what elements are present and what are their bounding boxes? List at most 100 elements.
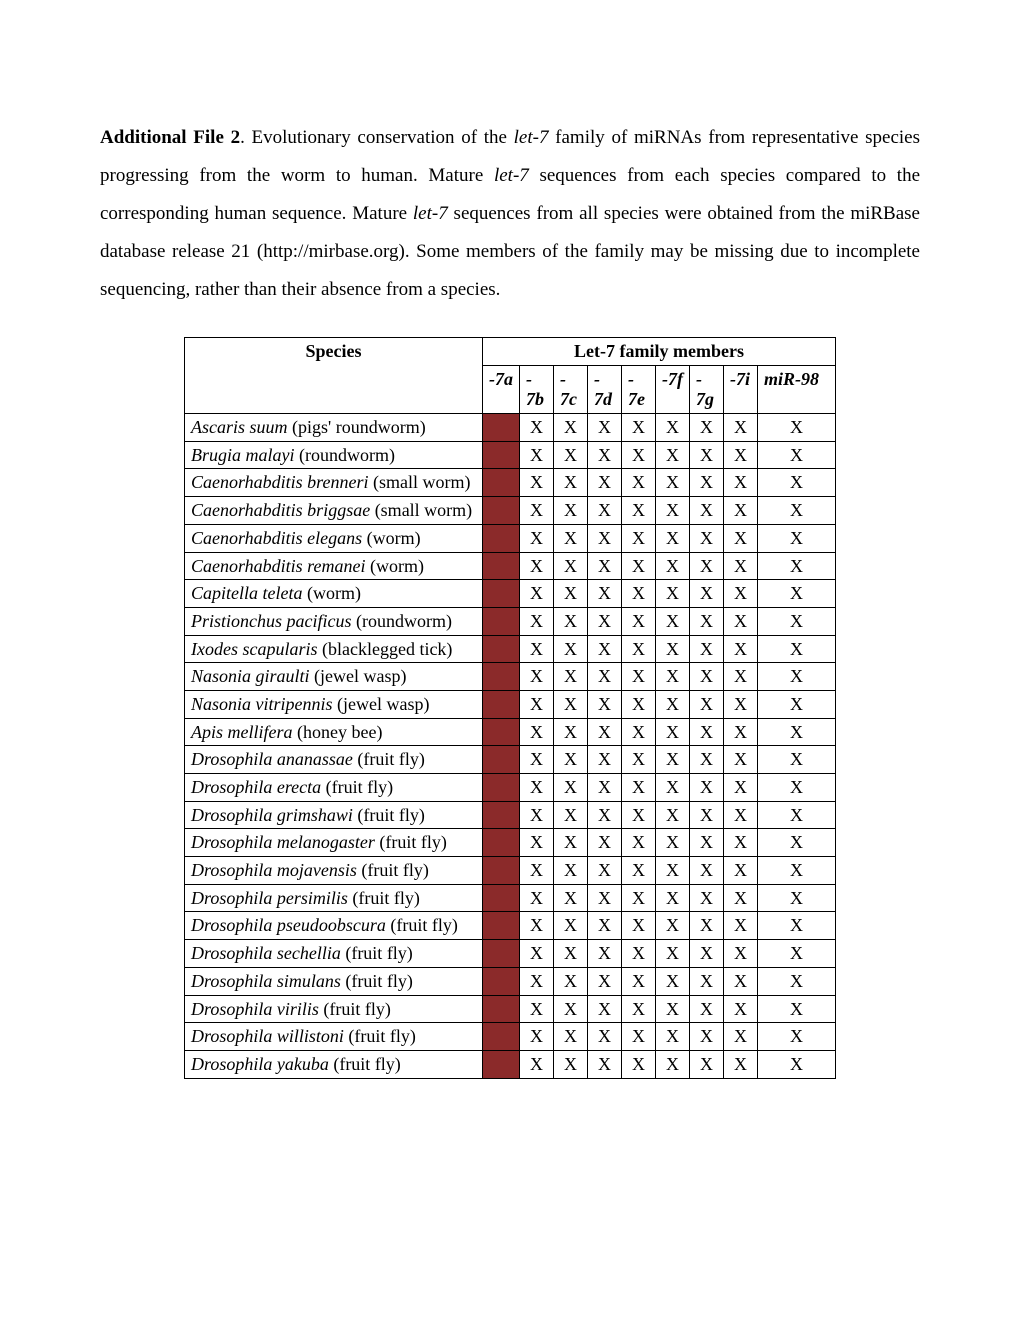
species-scientific: Drosophila sechellia xyxy=(191,943,341,963)
presence-cell-x: X xyxy=(520,884,554,912)
presence-cell-filled xyxy=(483,1050,520,1078)
family-header-ital: Let-7 xyxy=(574,341,615,361)
presence-cell-x: X xyxy=(622,1050,656,1078)
species-cell: Capitella teleta (worm) xyxy=(185,580,483,608)
presence-cell-x: X xyxy=(724,801,758,829)
presence-cell-x: X xyxy=(656,774,690,802)
presence-cell-x: X xyxy=(758,635,836,663)
species-scientific: Drosophila willistoni xyxy=(191,1026,344,1046)
presence-cell-filled xyxy=(483,884,520,912)
species-scientific: Drosophila mojavensis xyxy=(191,860,357,880)
species-scientific: Drosophila ananassae xyxy=(191,749,353,769)
presence-cell-x: X xyxy=(622,635,656,663)
species-scientific: Brugia malayi xyxy=(191,445,295,465)
species-cell: Ixodes scapularis (blacklegged tick) xyxy=(185,635,483,663)
presence-cell-x: X xyxy=(622,441,656,469)
presence-cell-x: X xyxy=(622,967,656,995)
species-scientific: Nasonia giraulti xyxy=(191,666,310,686)
presence-cell-filled xyxy=(483,940,520,968)
presence-cell-x: X xyxy=(724,774,758,802)
presence-cell-x: X xyxy=(758,774,836,802)
species-scientific: Capitella teleta xyxy=(191,583,302,603)
presence-cell-x: X xyxy=(690,663,724,691)
col-head-2: -7c xyxy=(554,365,588,413)
presence-cell-x: X xyxy=(520,552,554,580)
species-cell: Drosophila sechellia (fruit fly) xyxy=(185,940,483,968)
table-row: Drosophila melanogaster (fruit fly)XXXXX… xyxy=(185,829,836,857)
presence-cell-x: X xyxy=(520,441,554,469)
presence-cell-x: X xyxy=(622,580,656,608)
presence-cell-x: X xyxy=(554,746,588,774)
species-common: (worm) xyxy=(362,528,420,548)
presence-cell-x: X xyxy=(554,1050,588,1078)
presence-cell-x: X xyxy=(622,912,656,940)
presence-cell-x: X xyxy=(656,801,690,829)
presence-cell-x: X xyxy=(656,580,690,608)
presence-cell-x: X xyxy=(724,829,758,857)
presence-cell-x: X xyxy=(690,884,724,912)
presence-cell-x: X xyxy=(724,663,758,691)
presence-cell-filled xyxy=(483,580,520,608)
species-scientific: Nasonia vitripennis xyxy=(191,694,333,714)
presence-cell-x: X xyxy=(690,497,724,525)
presence-cell-x: X xyxy=(520,1023,554,1051)
presence-cell-x: X xyxy=(656,940,690,968)
presence-cell-x: X xyxy=(690,967,724,995)
presence-cell-x: X xyxy=(690,524,724,552)
presence-cell-x: X xyxy=(622,995,656,1023)
presence-cell-x: X xyxy=(724,469,758,497)
presence-cell-x: X xyxy=(690,801,724,829)
presence-cell-x: X xyxy=(554,940,588,968)
presence-cell-x: X xyxy=(520,912,554,940)
presence-cell-x: X xyxy=(554,857,588,885)
presence-cell-x: X xyxy=(758,552,836,580)
presence-cell-x: X xyxy=(690,1050,724,1078)
table-row: Drosophila ananassae (fruit fly)XXXXXXXX xyxy=(185,746,836,774)
species-scientific: Drosophila grimshawi xyxy=(191,805,353,825)
species-common: (jewel wasp) xyxy=(310,666,407,686)
presence-cell-filled xyxy=(483,857,520,885)
intro-paragraph: Additional File 2. Evolutionary conserva… xyxy=(100,119,920,309)
presence-cell-x: X xyxy=(554,635,588,663)
presence-cell-x: X xyxy=(724,497,758,525)
table-row: Capitella teleta (worm)XXXXXXXX xyxy=(185,580,836,608)
species-common: (worm) xyxy=(302,583,360,603)
presence-cell-x: X xyxy=(758,690,836,718)
col-head-3: -7d xyxy=(588,365,622,413)
species-scientific: Ascaris suum xyxy=(191,417,288,437)
species-scientific: Drosophila simulans xyxy=(191,971,341,991)
table-row: Drosophila pseudoobscura (fruit fly)XXXX… xyxy=(185,912,836,940)
presence-cell-x: X xyxy=(758,414,836,442)
presence-cell-x: X xyxy=(656,469,690,497)
presence-cell-filled xyxy=(483,552,520,580)
presence-cell-x: X xyxy=(622,746,656,774)
intro-title: Additional File 2 xyxy=(100,127,240,148)
presence-cell-x: X xyxy=(724,940,758,968)
page: Additional File 2. Evolutionary conserva… xyxy=(0,0,1020,1320)
table-row: Caenorhabditis briggsae (small worm)XXXX… xyxy=(185,497,836,525)
presence-cell-x: X xyxy=(758,607,836,635)
presence-cell-x: X xyxy=(656,718,690,746)
presence-cell-x: X xyxy=(656,1050,690,1078)
species-scientific: Pristionchus pacificus xyxy=(191,611,352,631)
species-cell: Caenorhabditis briggsae (small worm) xyxy=(185,497,483,525)
species-cell: Drosophila simulans (fruit fly) xyxy=(185,967,483,995)
presence-cell-x: X xyxy=(588,912,622,940)
presence-cell-x: X xyxy=(588,524,622,552)
presence-cell-x: X xyxy=(588,497,622,525)
table-row: Nasonia giraulti (jewel wasp)XXXXXXXX xyxy=(185,663,836,691)
species-common: (fruit fly) xyxy=(321,777,393,797)
presence-cell-x: X xyxy=(724,635,758,663)
table-row: Ascaris suum (pigs' roundworm)XXXXXXXX xyxy=(185,414,836,442)
species-cell: Caenorhabditis elegans (worm) xyxy=(185,524,483,552)
presence-cell-x: X xyxy=(588,1023,622,1051)
presence-cell-x: X xyxy=(758,912,836,940)
presence-cell-x: X xyxy=(588,774,622,802)
presence-cell-x: X xyxy=(758,857,836,885)
species-common: (honey bee) xyxy=(293,722,383,742)
presence-cell-x: X xyxy=(656,414,690,442)
species-cell: Apis mellifera (honey bee) xyxy=(185,718,483,746)
species-cell: Caenorhabditis brenneri (small worm) xyxy=(185,469,483,497)
presence-cell-filled xyxy=(483,801,520,829)
species-cell: Drosophila virilis (fruit fly) xyxy=(185,995,483,1023)
